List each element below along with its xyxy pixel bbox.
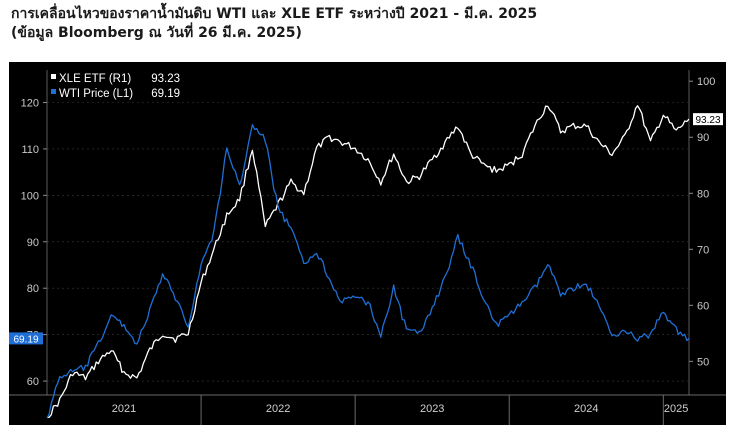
x-tick-label: 2021 (112, 403, 136, 415)
badge-right-label: 93.23 (695, 115, 720, 126)
legend-box (49, 71, 192, 101)
x-tick-label: 2024 (574, 403, 598, 415)
legend-swatch (51, 74, 56, 79)
legend-value: 93.23 (151, 73, 180, 85)
right-tick-label: 80 (697, 188, 709, 200)
chart-background (9, 62, 726, 425)
badge-right (693, 113, 723, 126)
legend-swatch (51, 89, 56, 94)
title-line-1: การเคลื่อนไหวของราคาน้ำมันดิบ WTI และ XL… (11, 6, 538, 22)
badge-left-label: 69.19 (13, 334, 38, 345)
chart-title: การเคลื่อนไหวของราคาน้ำมันดิบ WTI และ XL… (11, 5, 537, 43)
left-tick-label: 110 (21, 144, 39, 156)
x-tick-label: 2025 (664, 403, 688, 415)
badge-left (9, 332, 43, 345)
series-line-1 (46, 124, 690, 419)
right-tick-label: 100 (697, 76, 715, 88)
x-tick-label: 2022 (266, 403, 290, 415)
left-tick-label: 60 (27, 376, 39, 388)
left-tick-label: 120 (21, 98, 39, 110)
chart-area: 60 70 80 90 100 110 120 50 60 70 80 90 100 2021 2022… (9, 62, 726, 425)
left-tick-label: 90 (27, 237, 39, 249)
series-lines (46, 105, 690, 419)
left-tick-label: 100 (21, 190, 39, 202)
right-axis: 50 60 70 80 90 100 (689, 76, 715, 368)
right-tick-label: 90 (697, 132, 709, 144)
legend: XLE ETF (R1) 93.23 WTI Price (L1) 69.19 (49, 71, 192, 101)
series-line-0 (46, 105, 690, 419)
x-tick-label: 2023 (420, 403, 444, 415)
title-line-2: (ข้อมูล Bloomberg ณ วันที่ 26 มี.ค. 2025… (11, 25, 302, 41)
right-tick-label: 60 (697, 300, 709, 312)
gridlines (9, 70, 726, 396)
right-tick-label: 70 (697, 244, 709, 256)
legend-value: 69.19 (151, 88, 180, 100)
last-value-badges: 93.23 69.19 (9, 113, 723, 345)
x-axis: 2021 2022 2023 2024 2025 (112, 395, 688, 425)
right-tick-label: 50 (697, 356, 709, 368)
left-tick-label: 80 (27, 283, 39, 295)
legend-name: XLE ETF (R1) (59, 73, 131, 85)
legend-name: WTI Price (L1) (59, 88, 133, 100)
